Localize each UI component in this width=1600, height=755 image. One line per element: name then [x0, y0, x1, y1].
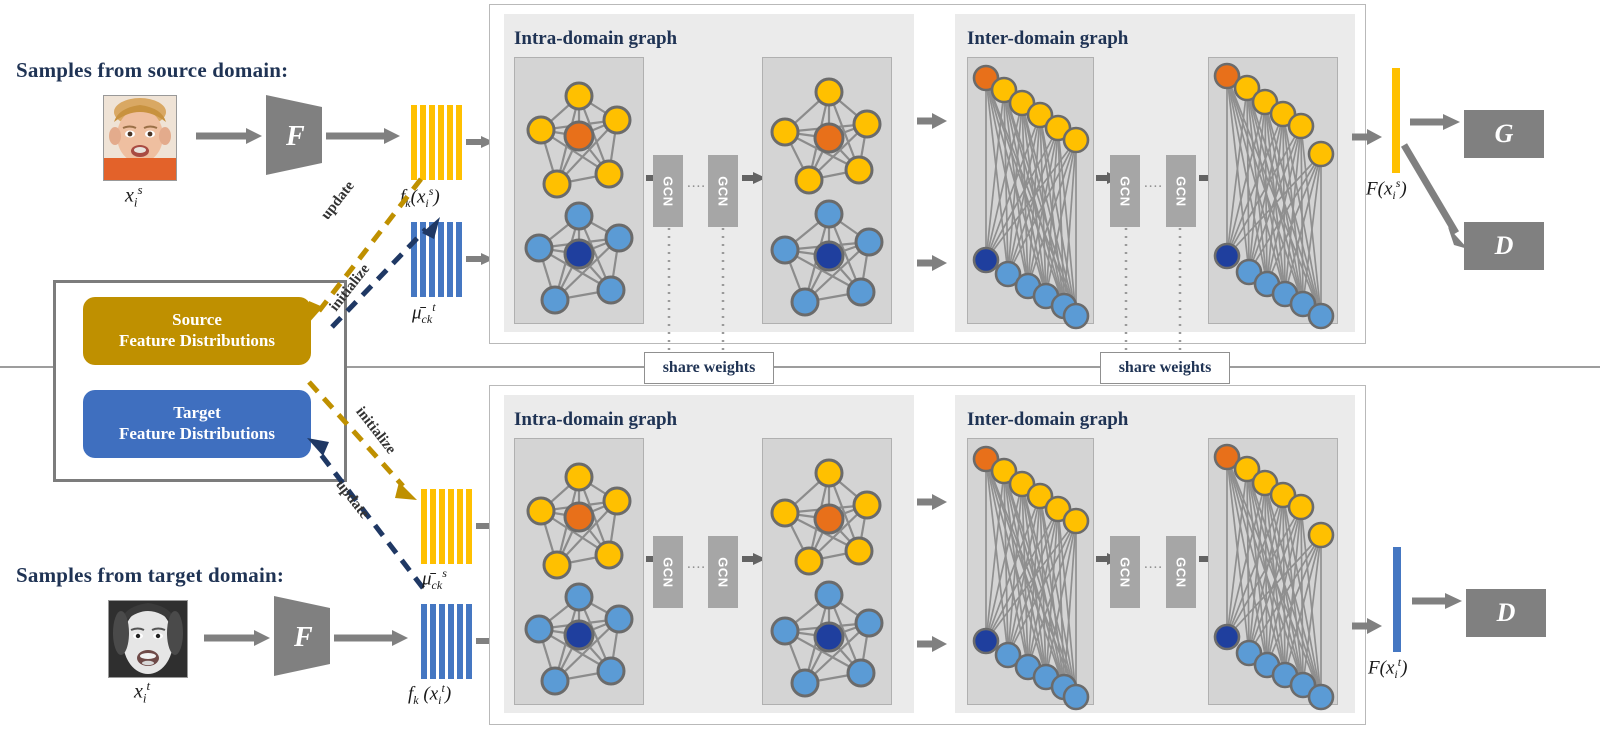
target-inter-input-graphbox: [967, 438, 1094, 711]
target-inter-output-graphbox: [1208, 438, 1338, 711]
arrow-out-source-intra-gcn: [742, 172, 766, 184]
target-intra-gcn-1: GCN: [653, 536, 683, 608]
discriminator-box-D-target: D: [1466, 589, 1546, 637]
target-intra-output-graphbox: [762, 438, 892, 705]
source-feature-vector-label: fk(xis): [400, 184, 440, 211]
target-encoder-F: F: [274, 596, 330, 676]
source-inter-input-graphbox: [967, 57, 1094, 330]
target-inter-gcn-2: GCN: [1166, 536, 1196, 608]
target-sample-image: [108, 600, 188, 678]
target-intra-input-graphbox: [514, 438, 644, 705]
arrow-target-proto-to-panel: [466, 253, 494, 265]
generator-box-G: G: [1464, 110, 1544, 158]
arrow-source-vec-to-panel: [466, 136, 494, 148]
arrow-source-output-to-D: [1400, 143, 1468, 249]
source-sample-label: xis: [125, 182, 143, 210]
source-inter-output-graphbox: [1208, 57, 1338, 330]
arrow-source-output-to-G: [1410, 114, 1460, 130]
target-prototype-vector-label: μ̄ckt: [412, 300, 436, 327]
arrow-source-intra-to-inter-yellow: [917, 113, 947, 129]
arrow-target-encoder-to-vector: [334, 630, 408, 646]
arrow-source-panel-to-output: [1352, 129, 1382, 145]
source-prototype-vector: [421, 489, 473, 564]
discriminator-box-D-source: D: [1464, 222, 1544, 270]
target-domain-heading: Samples from target domain:: [16, 563, 285, 587]
share-weights-label-left: share weights: [644, 352, 774, 384]
source-feature-distribution-box[interactable]: Source Feature Distributions: [83, 297, 311, 365]
target-feature-vector-label: fk (xit): [408, 681, 452, 708]
source-output-label: F(xis): [1366, 176, 1407, 203]
target-dist-line2: Feature Distributions: [119, 424, 275, 443]
arrow-target-photo-to-encoder: [204, 630, 270, 646]
source-encoder-F: F: [266, 95, 322, 175]
source-sample-image: [103, 95, 177, 181]
target-output-label: F(xit): [1368, 655, 1408, 682]
target-intra-gcn-dots: ....: [687, 556, 706, 572]
arrow-source-intra-to-inter-blue: [917, 255, 947, 271]
source-dist-line1: Source: [172, 310, 222, 330]
source-prototype-vector-label: μ̄cks: [422, 566, 447, 593]
arrow-target-panel-to-output: [1352, 618, 1382, 634]
source-inter-gcn-1: GCN: [1110, 155, 1140, 227]
source-feature-vector: [411, 105, 463, 180]
source-dist-line2: Feature Distributions: [119, 331, 275, 350]
target-intra-gcn-2: GCN: [708, 536, 738, 608]
source-inter-domain-title: Inter-domain graph: [967, 28, 1129, 49]
target-dist-line1: Target: [173, 403, 221, 423]
source-intra-domain-title: Intra-domain graph: [514, 28, 678, 49]
arrow-source-photo-to-encoder: [196, 128, 262, 144]
source-output-vector: [1392, 68, 1400, 173]
source-intra-output-graphbox: [762, 57, 892, 324]
source-intra-gcn-2: GCN: [708, 155, 738, 227]
target-inter-gcn-dots: ....: [1144, 556, 1163, 572]
target-sample-label: xit: [134, 678, 151, 706]
source-intra-gcn-dots: ....: [687, 175, 706, 191]
target-feature-distribution-box[interactable]: Target Feature Distributions: [83, 390, 311, 458]
arrow-target-output-to-D: [1412, 593, 1462, 609]
arrow-target-intra-to-inter-yellow: [917, 494, 947, 510]
source-domain-heading: Samples from source domain:: [16, 58, 289, 82]
arrow-out-target-intra-gcn: [742, 553, 766, 565]
dashed-arrow-update-source: [307, 177, 423, 325]
dashed-arrow-initialize-source: [307, 380, 417, 500]
target-intra-domain-title: Intra-domain graph: [514, 409, 678, 430]
source-inter-gcn-dots: ....: [1144, 175, 1163, 191]
target-feature-vector: [421, 604, 473, 679]
source-intra-input-graphbox: [514, 57, 644, 324]
dashed-arrow-initialize-target: [330, 217, 440, 329]
arrow-source-encoder-to-vector: [326, 128, 400, 144]
dashed-arrow-update-target: [307, 438, 425, 590]
target-inter-domain-title: Inter-domain graph: [967, 409, 1129, 430]
share-weights-label-right: share weights: [1100, 352, 1230, 384]
target-prototype-vector: [411, 222, 463, 297]
arrow-target-intra-to-inter-blue: [917, 636, 947, 652]
target-inter-gcn-1: GCN: [1110, 536, 1140, 608]
source-inter-gcn-2: GCN: [1166, 155, 1196, 227]
target-output-vector: [1393, 547, 1401, 652]
source-intra-gcn-1: GCN: [653, 155, 683, 227]
